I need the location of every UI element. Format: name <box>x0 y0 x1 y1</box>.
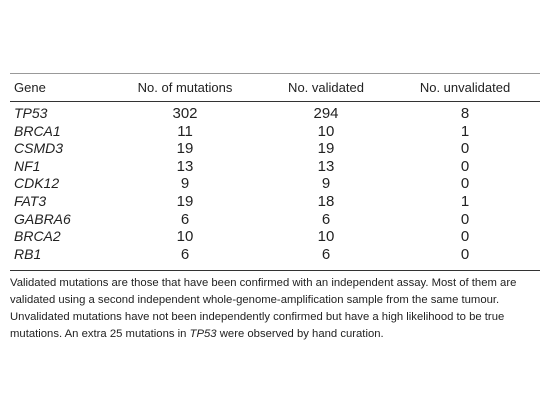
top-rule <box>10 73 540 74</box>
gene-cell: TP53 <box>14 105 48 121</box>
count-cell: 0 <box>460 175 470 193</box>
count-cell: 0 <box>460 140 470 158</box>
count-cell: 13 <box>317 157 335 175</box>
count-cell: 6 <box>180 245 190 263</box>
count-cell: 10 <box>317 228 335 246</box>
count-cell: 6 <box>180 210 190 228</box>
count-cell: 11 <box>177 122 193 140</box>
footnote-text: were observed by hand curation. <box>216 328 384 340</box>
count-cell: 13 <box>176 157 194 175</box>
count-cell: 294 <box>313 105 339 122</box>
bottom-rule <box>10 270 540 271</box>
gene-cell: RB1 <box>14 245 42 262</box>
count-cell: 0 <box>460 228 470 246</box>
footnote: Validated mutations are those that have … <box>10 275 544 343</box>
header-cell: No. unvalidated <box>419 80 511 95</box>
count-cell: 302 <box>172 105 198 122</box>
header-cell: Gene <box>14 80 46 95</box>
count-cell: 1 <box>460 193 470 210</box>
count-cell: 19 <box>176 140 194 158</box>
count-cell: 9 <box>180 175 190 193</box>
header-cell: No. validated <box>288 80 364 95</box>
count-cell: 10 <box>317 122 335 140</box>
count-cell: 6 <box>321 245 331 263</box>
gene-cell: CDK12 <box>14 175 60 192</box>
gene-cell: BRCA1 <box>14 122 61 139</box>
count-cell: 0 <box>460 210 470 228</box>
count-cell: 19 <box>317 140 335 158</box>
gene-cell: GABRA6 <box>14 210 71 227</box>
count-cell: 9 <box>321 175 331 193</box>
count-cell: 0 <box>460 245 470 263</box>
count-cell: 19 <box>176 193 194 210</box>
count-cell: 10 <box>176 228 194 246</box>
footnote-text: Validated mutations are those that have … <box>10 277 517 340</box>
gene-cell: NF1 <box>14 157 41 174</box>
header-cell: No. of mutations <box>137 80 233 95</box>
gene-cell: CSMD3 <box>14 140 64 157</box>
gene-cell: FAT3 <box>14 193 47 209</box>
footnote-gene: TP53 <box>189 328 217 340</box>
count-cell: 18 <box>317 193 335 210</box>
count-cell: 1 <box>460 122 470 140</box>
count-cell: 6 <box>321 210 331 228</box>
count-cell: 8 <box>460 105 470 122</box>
gene-cell: BRCA2 <box>14 228 61 245</box>
count-cell: 0 <box>460 157 470 175</box>
header-rule <box>10 101 540 102</box>
